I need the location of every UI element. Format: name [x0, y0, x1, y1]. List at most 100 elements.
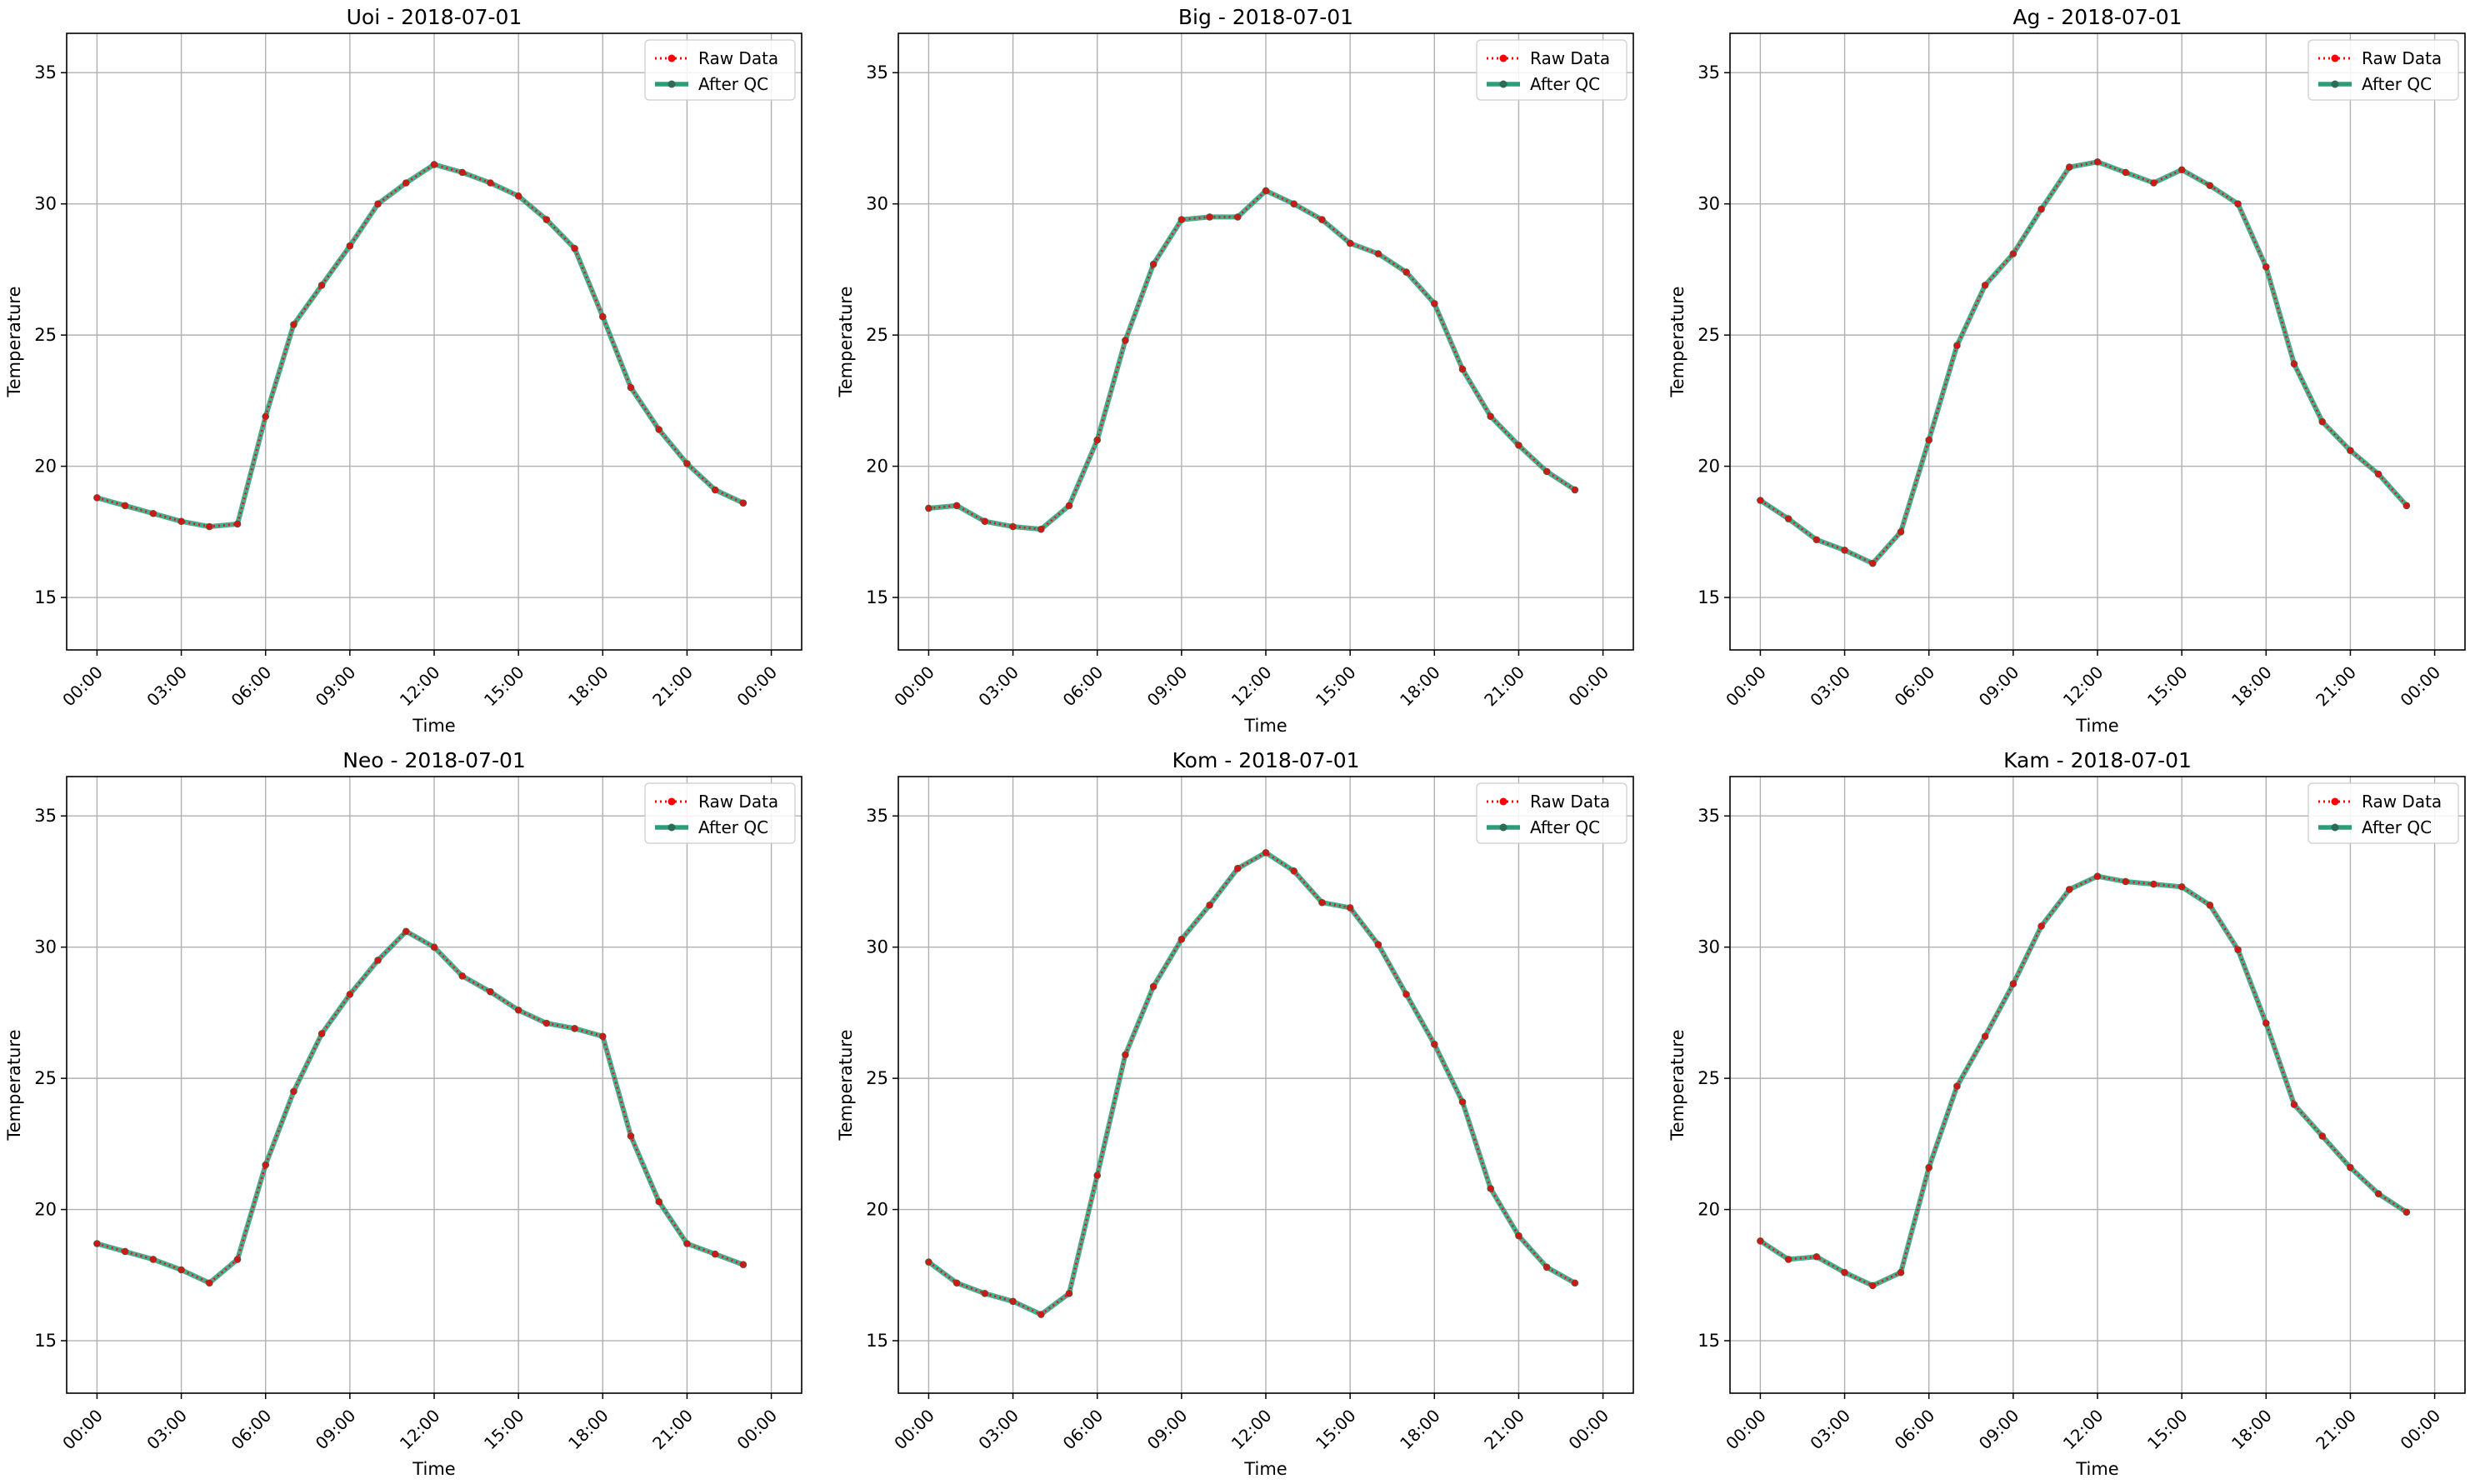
raw-data-point: [1009, 523, 1017, 530]
raw-data-point: [1953, 342, 1961, 349]
subplot-2: 00:00 03:00 06:00 09:00 12:00 15:00 18:00 21:00…: [836, 5, 1634, 736]
raw-data-point: [2094, 158, 2101, 166]
raw-data-point: [1093, 437, 1101, 443]
raw-data-point: [2234, 947, 2242, 953]
legend-marker-raw-data: [1499, 797, 1508, 806]
legend-marker-raw-data: [668, 54, 676, 62]
raw-data-point: [150, 510, 157, 517]
y-tick-label: 30: [866, 194, 888, 214]
y-tick-label: 25: [34, 1068, 57, 1088]
y-axis-label: Temperature: [4, 1029, 24, 1141]
x-tick-label: 12:00: [396, 1406, 444, 1454]
y-axis-label: Temperature: [4, 286, 24, 397]
x-tick-label: 21:00: [648, 1406, 697, 1454]
raw-data-point: [655, 426, 662, 433]
raw-data-point: [1487, 412, 1494, 420]
chart-title: Ag - 2018-07-01: [2012, 5, 2182, 29]
raw-data-point: [318, 1030, 325, 1037]
raw-data-point: [1982, 282, 1988, 289]
raw-data-point: [953, 1279, 960, 1287]
raw-data-point: [318, 282, 325, 289]
legend-label-after-qc: After QC: [2362, 817, 2432, 837]
subplot-6: 00:00 03:00 06:00 09:00 12:00 15:00 18:00 21:00…: [1668, 748, 2466, 1479]
grid: [67, 33, 802, 650]
x-tick-label: 00:00: [2396, 1406, 2444, 1454]
raw-data-point: [1234, 865, 1242, 872]
y-axis-ticks: 15 20 25 30 35: [1698, 62, 1730, 607]
x-tick-label: 00:00: [1722, 662, 1770, 711]
x-tick-label: 09:00: [1975, 1406, 2023, 1454]
series-after-qc: [925, 187, 1579, 533]
raw-data-point: [1066, 1290, 1072, 1297]
raw-data-point: [2375, 1190, 2382, 1197]
legend-marker-raw-data: [2331, 797, 2339, 806]
series-raw-data: [925, 187, 1578, 532]
raw-data-point: [571, 245, 578, 252]
raw-data-point: [1234, 213, 1242, 221]
x-tick-label: 06:00: [1891, 1406, 1939, 1454]
raw-data-point: [2038, 922, 2045, 930]
y-tick-label: 20: [1698, 1200, 1720, 1220]
raw-data-point: [1375, 250, 1382, 257]
raw-data-point: [1543, 468, 1550, 475]
x-tick-label: 03:00: [974, 1406, 1022, 1454]
x-tick-label: 06:00: [1059, 662, 1108, 711]
raw-data-point: [1262, 187, 1269, 194]
raw-data-point: [1375, 941, 1382, 948]
x-axis-ticks: 00:00 03:00 06:00 09:00 12:00 15:00 18:00 21:00…: [1722, 1393, 2444, 1453]
raw-data-point: [1515, 1232, 1522, 1239]
x-tick-label: 21:00: [2312, 662, 2360, 711]
legend-label-raw-data: Raw Data: [2362, 48, 2442, 68]
raw-data-point: [712, 487, 718, 493]
series-line-raw-data: [97, 162, 744, 528]
raw-data-point: [2010, 250, 2017, 257]
raw-data-point: [2403, 502, 2410, 509]
y-tick-label: 25: [1698, 1068, 1720, 1088]
raw-data-point: [1869, 1282, 1877, 1289]
x-axis-ticks: 00:00 03:00 06:00 09:00 12:00 15:00 18:00 21:00…: [1722, 650, 2444, 710]
raw-data-point: [655, 1198, 662, 1205]
raw-data-point: [2262, 1020, 2270, 1027]
axes-frame: [898, 776, 1634, 1394]
raw-data-point: [347, 242, 353, 249]
raw-data-point: [1150, 983, 1157, 990]
raw-data-point: [1262, 849, 1269, 857]
raw-data-point: [1515, 442, 1522, 449]
raw-data-point: [2066, 163, 2073, 171]
series-line-raw-data: [1759, 160, 2408, 565]
y-tick-label: 25: [866, 1068, 888, 1088]
y-tick-label: 25: [34, 325, 57, 345]
series-line-after-qc: [94, 928, 746, 1286]
y-tick-label: 35: [34, 62, 57, 82]
y-tick-label: 35: [866, 62, 888, 82]
series-raw-data: [93, 927, 747, 1287]
raw-data-point: [2122, 169, 2129, 176]
x-axis-ticks: 00:00 03:00 06:00 09:00 12:00 15:00 18:00 21:00…: [58, 1393, 781, 1453]
x-tick-label: 06:00: [1059, 1406, 1108, 1454]
grid: [898, 777, 1633, 1393]
legend-marker-after-qc: [1499, 80, 1508, 88]
legend-marker-after-qc: [2331, 823, 2339, 832]
y-axis-label: Temperature: [836, 1029, 856, 1141]
x-tick-label: 12:00: [1228, 1406, 1276, 1454]
series-line-after-qc: [1758, 159, 2409, 567]
y-tick-label: 30: [34, 937, 57, 957]
raw-data-point: [543, 216, 550, 223]
grid: [898, 33, 1633, 650]
raw-data-point: [1290, 867, 1298, 875]
raw-data-point: [2318, 418, 2326, 425]
series-line-raw-data: [97, 930, 744, 1285]
x-tick-label: 21:00: [1480, 1406, 1528, 1454]
x-tick-label: 09:00: [1975, 662, 2023, 711]
y-tick-label: 15: [1698, 587, 1720, 607]
raw-data-point: [374, 957, 382, 964]
subplot-5: 00:00 03:00 06:00 09:00 12:00 15:00 18:00 21:00…: [836, 748, 1634, 1479]
raw-data-point: [628, 1132, 634, 1140]
raw-data-point: [953, 502, 960, 509]
y-tick-label: 15: [34, 587, 57, 607]
y-axis-ticks: 15 20 25 30 35: [34, 62, 67, 607]
axes-frame: [1729, 776, 2466, 1394]
raw-data-point: [683, 1240, 691, 1247]
raw-data-point: [150, 1256, 157, 1263]
